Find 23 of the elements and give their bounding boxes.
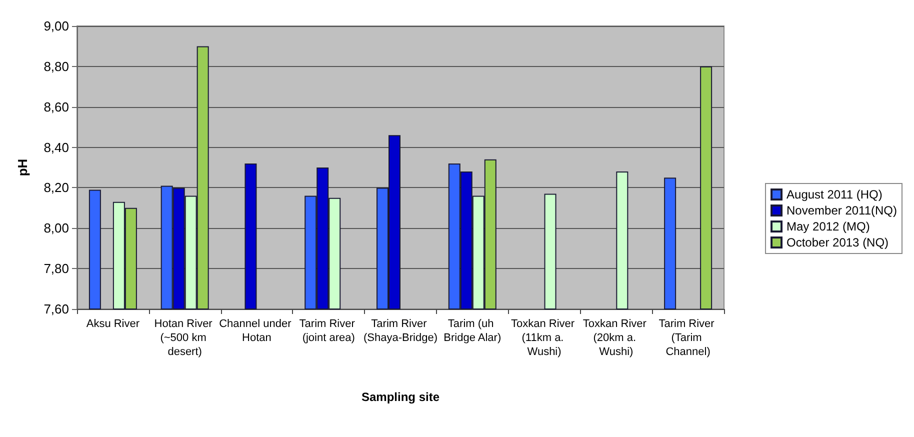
legend-label: November 2011(NQ) bbox=[786, 204, 898, 218]
x-tick-label: Tarim River (Tarim Channel) bbox=[658, 318, 718, 358]
y-tick-label: 8,80 bbox=[44, 58, 69, 74]
y-tick-label: 9,00 bbox=[44, 18, 69, 34]
y-tick-label: 8,00 bbox=[44, 220, 69, 236]
legend-label: May 2012 (MQ) bbox=[786, 220, 870, 234]
x-tick-label: Toxkan River (20km a. Wushi) bbox=[582, 318, 650, 358]
y-tick-label: 7,80 bbox=[44, 261, 69, 276]
x-tick-label: Aksu River bbox=[86, 318, 140, 330]
x-tick-label: Tarim River (joint area) bbox=[299, 318, 358, 344]
y-axis-title: pH bbox=[15, 158, 30, 176]
x-tick-label: Channel under Hotan bbox=[219, 318, 294, 344]
y-tick-label: 7,60 bbox=[44, 302, 69, 316]
x-tick-label: Tarim (uh Bridge Alar) bbox=[444, 318, 502, 344]
y-tick-label: 8,40 bbox=[44, 140, 69, 155]
y-tick-label: 8,20 bbox=[44, 180, 69, 196]
x-tick-label: Hotan River (~500 km desert) bbox=[154, 318, 216, 358]
x-tick-label: Toxkan River (11km a. Wushi) bbox=[510, 318, 578, 358]
y-tick-label: 8,60 bbox=[44, 99, 69, 114]
x-axis-title: Sampling site bbox=[361, 390, 440, 404]
x-tick-label: Tarim River (Shaya-Bridge) bbox=[364, 318, 438, 344]
legend-label: October 2013 (NQ) bbox=[786, 236, 889, 250]
legend-label: August 2011 (HQ) bbox=[786, 188, 882, 202]
